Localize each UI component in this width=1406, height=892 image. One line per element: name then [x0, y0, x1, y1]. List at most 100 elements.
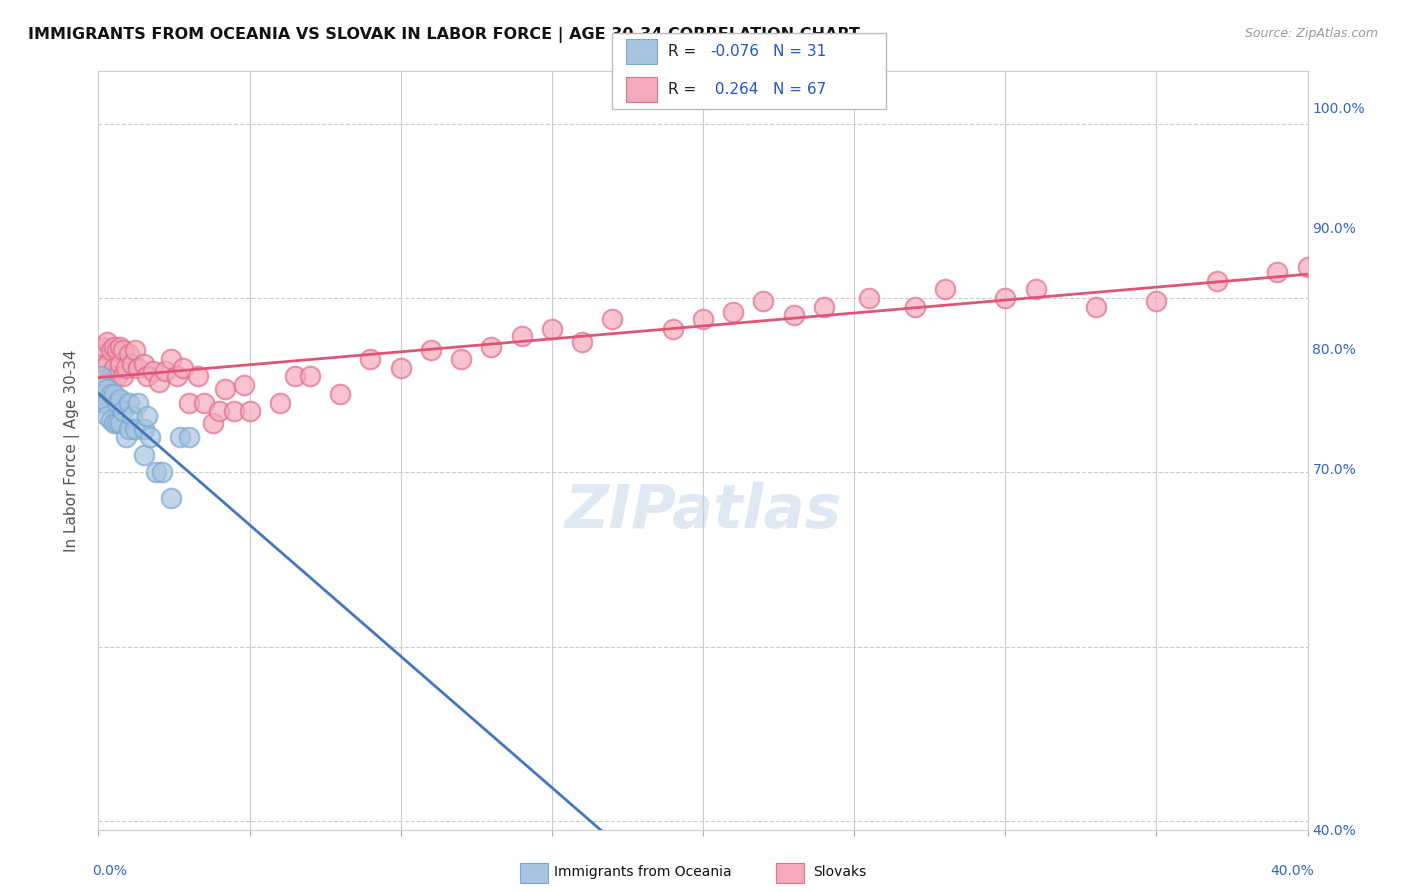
Point	[208, 404, 231, 418]
Point	[111, 343, 134, 358]
Point	[858, 291, 880, 305]
Point	[153, 364, 176, 378]
Point	[510, 329, 533, 343]
Point	[93, 378, 115, 392]
Point	[142, 364, 165, 378]
Point	[1296, 260, 1319, 274]
Point	[127, 360, 149, 375]
Point	[224, 404, 246, 418]
Text: R =: R =	[668, 82, 702, 97]
Point	[124, 422, 146, 436]
Point	[299, 369, 322, 384]
Point	[108, 417, 131, 431]
Point	[111, 404, 134, 418]
Point	[150, 465, 173, 479]
Text: Source: ZipAtlas.com: Source: ZipAtlas.com	[1244, 27, 1378, 40]
Point	[100, 369, 122, 384]
Point	[193, 395, 215, 409]
Text: N = 31: N = 31	[773, 45, 827, 60]
Text: N = 67: N = 67	[773, 82, 827, 97]
Point	[481, 340, 503, 354]
Point	[723, 305, 745, 319]
Point	[813, 300, 835, 314]
Point	[187, 369, 209, 384]
Point	[93, 395, 115, 409]
Point	[179, 395, 201, 409]
Point	[1206, 273, 1229, 287]
Point	[93, 340, 115, 354]
Text: 0.264: 0.264	[710, 82, 758, 97]
Point	[121, 409, 143, 424]
Point	[90, 343, 112, 358]
Point	[783, 309, 806, 323]
Point	[132, 422, 155, 436]
Point	[108, 357, 131, 371]
Text: -0.076: -0.076	[710, 45, 759, 60]
Text: 40.0%: 40.0%	[1270, 863, 1313, 878]
Point	[90, 369, 112, 384]
Point	[121, 357, 143, 371]
Point	[239, 404, 262, 418]
Point	[103, 386, 125, 401]
Point	[135, 369, 157, 384]
Point	[103, 340, 125, 354]
Point	[450, 351, 472, 366]
Point	[661, 322, 683, 336]
Point	[360, 351, 382, 366]
Text: Slovaks: Slovaks	[813, 865, 866, 880]
Point	[1085, 300, 1108, 314]
Point	[114, 360, 136, 375]
Point	[148, 375, 170, 389]
Point	[540, 322, 562, 336]
Text: 0.0%: 0.0%	[93, 863, 128, 878]
Point	[232, 378, 254, 392]
Point	[96, 382, 118, 396]
Point	[108, 340, 131, 354]
Point	[160, 491, 183, 506]
Point	[108, 392, 131, 406]
Text: Immigrants from Oceania: Immigrants from Oceania	[554, 865, 731, 880]
Point	[96, 334, 118, 349]
Text: IMMIGRANTS FROM OCEANIA VS SLOVAK IN LABOR FORCE | AGE 30-34 CORRELATION CHART: IMMIGRANTS FROM OCEANIA VS SLOVAK IN LAB…	[28, 27, 860, 43]
Point	[118, 347, 141, 361]
Point	[127, 395, 149, 409]
Point	[1144, 294, 1167, 309]
Point	[329, 386, 352, 401]
Point	[93, 360, 115, 375]
Point	[214, 382, 236, 396]
Point	[994, 291, 1017, 305]
Point	[90, 369, 112, 384]
Point	[752, 294, 775, 309]
Point	[132, 357, 155, 371]
Text: R =: R =	[668, 45, 702, 60]
Point	[139, 430, 162, 444]
Point	[105, 417, 128, 431]
Point	[96, 357, 118, 371]
Point	[160, 351, 183, 366]
Point	[105, 343, 128, 358]
Point	[105, 395, 128, 409]
Point	[103, 417, 125, 431]
Point	[934, 282, 956, 296]
Point	[1267, 265, 1289, 279]
Point	[1024, 282, 1046, 296]
Point	[90, 386, 112, 401]
Point	[105, 369, 128, 384]
Point	[284, 369, 307, 384]
Point	[96, 395, 118, 409]
Point	[118, 422, 141, 436]
Point	[103, 360, 125, 375]
Point	[179, 430, 201, 444]
Point	[602, 311, 624, 326]
Point	[124, 343, 146, 358]
Point	[96, 409, 118, 424]
Point	[118, 395, 141, 409]
Point	[114, 430, 136, 444]
Y-axis label: In Labor Force | Age 30-34: In Labor Force | Age 30-34	[63, 349, 80, 552]
Point	[166, 369, 188, 384]
Point	[169, 430, 191, 444]
Point	[100, 386, 122, 401]
Point	[202, 417, 225, 431]
Point	[111, 369, 134, 384]
Point	[100, 413, 122, 427]
